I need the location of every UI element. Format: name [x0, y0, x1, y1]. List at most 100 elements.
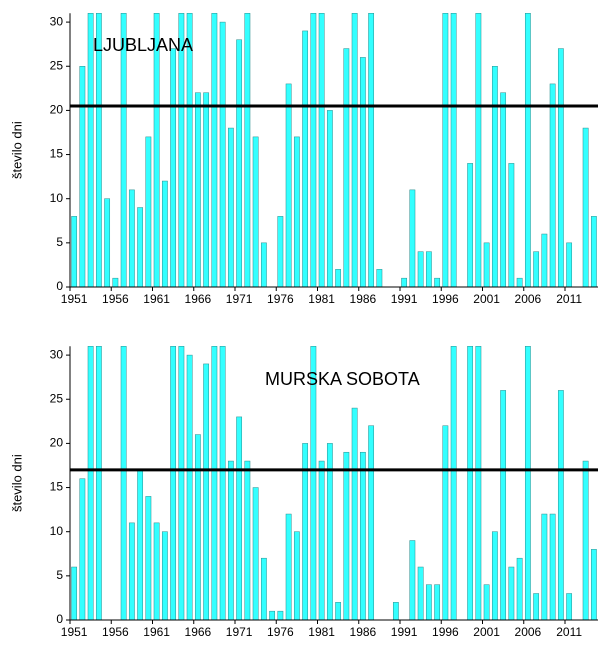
y-tick-label: 20	[50, 436, 64, 450]
bar	[442, 425, 449, 621]
bar	[566, 242, 573, 288]
bar	[417, 566, 424, 621]
x-tick-label: 1951	[61, 625, 88, 639]
x-tick-label: 1991	[391, 292, 418, 306]
chart-annotation: LJUBLJANA	[93, 35, 193, 55]
bar	[508, 163, 515, 288]
bar	[137, 207, 144, 288]
y-tick-label: 0	[56, 612, 63, 626]
bar	[128, 522, 135, 621]
x-tick-label: 1976	[267, 625, 294, 639]
bar	[104, 198, 111, 288]
x-tick-label: 1986	[350, 292, 377, 306]
y-tick-label: 20	[50, 103, 64, 117]
bar	[500, 92, 507, 288]
y-tick-label: 5	[56, 568, 63, 582]
x-tick-label: 1956	[102, 292, 129, 306]
bar	[491, 531, 498, 621]
bar	[170, 48, 177, 288]
x-tick-label: 2011	[556, 292, 582, 306]
bar	[533, 251, 540, 288]
x-tick-label: 1996	[432, 292, 459, 306]
bar	[450, 13, 457, 288]
bar	[566, 593, 573, 621]
bar	[392, 602, 399, 621]
bar	[120, 346, 127, 621]
bar	[277, 216, 284, 288]
bar	[227, 127, 234, 288]
x-tick-label: 2001	[473, 625, 500, 639]
bar	[409, 189, 416, 288]
bar	[549, 513, 556, 621]
x-tick-label: 1961	[143, 625, 170, 639]
bar	[434, 277, 441, 288]
bar	[145, 136, 152, 288]
x-tick-label: 1991	[391, 625, 418, 639]
y-tick-label: 30	[50, 347, 64, 361]
bar	[401, 277, 408, 288]
bar	[71, 216, 78, 288]
bar	[582, 460, 589, 621]
x-tick-label: 2006	[515, 625, 542, 639]
bar	[368, 13, 375, 288]
x-tick-label: 1966	[185, 625, 212, 639]
bar	[425, 251, 432, 288]
bar	[227, 460, 234, 621]
bar	[244, 460, 251, 621]
bar	[211, 13, 218, 288]
bar	[194, 92, 201, 288]
y-tick-label: 25	[50, 58, 64, 72]
bar	[475, 13, 482, 288]
bar	[145, 496, 152, 621]
y-tick-label: 10	[50, 524, 64, 538]
bar	[161, 180, 168, 288]
bar	[425, 584, 432, 621]
bar	[368, 425, 375, 621]
bar	[252, 136, 259, 288]
bar	[467, 163, 474, 288]
chart-annotation: MURSKA SOBOTA	[265, 369, 420, 389]
bar	[285, 513, 292, 621]
bar	[467, 346, 474, 621]
x-tick-label: 2001	[473, 292, 500, 306]
bar	[153, 522, 160, 621]
bar	[79, 66, 86, 288]
bar	[161, 531, 168, 621]
bar	[194, 434, 201, 621]
bar	[491, 66, 498, 288]
bar	[211, 346, 218, 621]
bar	[524, 13, 531, 288]
bar	[483, 584, 490, 621]
x-tick-label: 1961	[143, 292, 170, 306]
bar	[417, 251, 424, 288]
bar	[293, 136, 300, 288]
bar	[590, 549, 597, 621]
bar	[277, 610, 284, 621]
bar	[71, 566, 78, 621]
y-tick-label: 15	[50, 147, 64, 161]
bar	[170, 346, 177, 621]
bar	[95, 346, 102, 621]
bar	[500, 390, 507, 621]
bar	[483, 242, 490, 288]
x-tick-label: 1966	[185, 292, 212, 306]
bar	[128, 189, 135, 288]
y-tick-label: 10	[50, 191, 64, 205]
x-tick-label: 1986	[350, 625, 377, 639]
bar	[475, 346, 482, 621]
y-tick-label: 30	[50, 14, 64, 28]
bar	[351, 13, 358, 288]
bar	[343, 451, 350, 621]
bar	[252, 487, 259, 621]
bar	[178, 346, 185, 621]
bar	[524, 346, 531, 621]
bar	[590, 216, 597, 288]
x-tick-label: 2011	[556, 625, 582, 639]
bar	[533, 593, 540, 621]
bar	[359, 451, 366, 621]
bar	[335, 602, 342, 621]
bar	[260, 242, 267, 288]
x-tick-label: 1956	[102, 625, 129, 639]
bar	[318, 13, 325, 288]
